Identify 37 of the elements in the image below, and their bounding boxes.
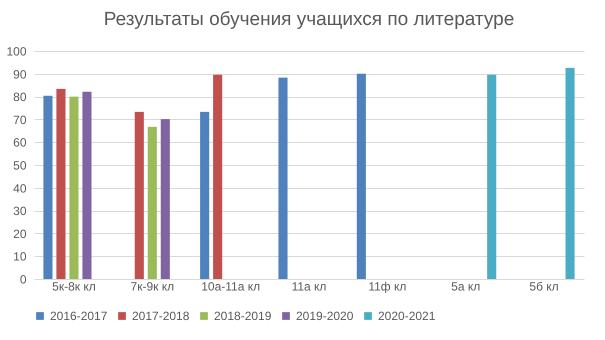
- bar: [278, 78, 288, 279]
- bar: [69, 96, 79, 279]
- y-tick-label: 90: [13, 67, 27, 82]
- y-tick-label: 30: [13, 204, 27, 218]
- x-tick-label: 5а кл: [451, 280, 480, 294]
- y-tick-label: 80: [13, 90, 27, 104]
- chart-title: Результаты обучения учащихся по литературе: [104, 9, 514, 30]
- y-tick-label: 20: [13, 226, 27, 241]
- x-tick-label: 11а кл: [292, 280, 326, 294]
- bar: [134, 112, 144, 279]
- bar: [213, 74, 222, 279]
- bar: [200, 112, 210, 279]
- bar: [565, 68, 575, 279]
- y-tick-label: 50: [13, 158, 27, 172]
- x-tick-label: 5б кл: [529, 280, 559, 294]
- x-tick-label: 10а-11а кл: [201, 280, 260, 294]
- y-tick-label: 70: [13, 112, 27, 127]
- y-tick-label: 60: [13, 136, 27, 150]
- y-tick-label: 100: [6, 44, 27, 58]
- bar: [56, 88, 66, 279]
- legend-label: 2018-2019: [214, 309, 272, 323]
- legend-label: 2017-2018: [132, 309, 190, 323]
- x-tick-label: 11ф кл: [368, 280, 406, 294]
- bar: [487, 74, 496, 279]
- bar: [43, 96, 53, 279]
- y-tick-label: 10: [13, 250, 27, 264]
- bar: [148, 126, 157, 279]
- y-tick-label: 0: [20, 272, 27, 286]
- legend-label: 2019-2020: [296, 309, 354, 323]
- legend-label: 2016-2017: [50, 309, 108, 323]
- x-tick-label: 5к-8к кл: [52, 280, 96, 294]
- y-tick-label: 40: [13, 181, 27, 196]
- bar: [160, 119, 170, 279]
- x-tick-label: 7к-9к кл: [130, 280, 174, 294]
- bar: [82, 92, 92, 279]
- legend-label: 2020-2021: [378, 309, 436, 323]
- bar: [356, 74, 366, 279]
